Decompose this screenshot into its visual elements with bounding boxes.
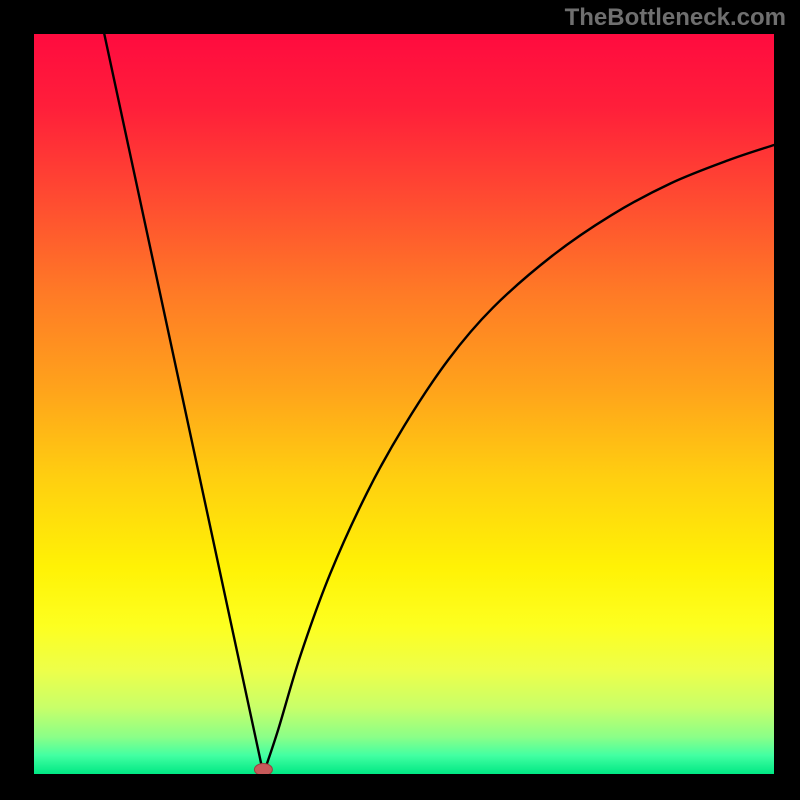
gradient-background [34,34,774,774]
watermark-text: TheBottleneck.com [565,4,786,32]
plot-area [34,34,774,774]
optimal-point-marker [254,764,272,774]
chart-svg [34,34,774,774]
